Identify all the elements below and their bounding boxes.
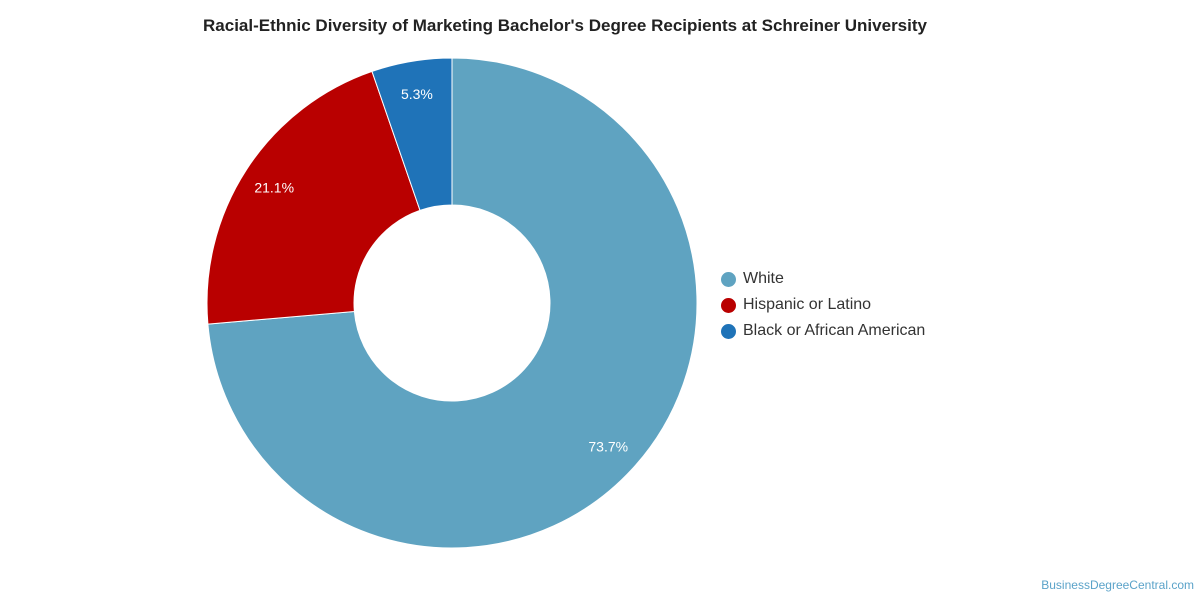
legend-label: White <box>743 270 784 287</box>
donut-slice-0 <box>207 57 698 549</box>
chart-title: Racial-Ethnic Diversity of Marketing Bac… <box>203 16 927 35</box>
donut-slices <box>206 57 698 549</box>
legend-label: Black or African American <box>743 322 926 339</box>
legend-swatch-icon <box>721 323 736 339</box>
legend-label: Hispanic or Latino <box>743 296 872 313</box>
legend-item-0[interactable]: White <box>721 266 925 292</box>
legend-swatch-icon <box>721 297 736 313</box>
chart-legend: White Hispanic or Latino Black or African … <box>721 266 925 344</box>
legend-swatch-icon <box>721 271 736 287</box>
slice-label-0: 73.7% <box>588 438 628 454</box>
donut-slice-labels: 73.7% 21.1% 5.3% <box>254 86 628 454</box>
legend-item-2[interactable]: Black or African American <box>721 318 925 344</box>
donut-slice-1 <box>206 70 421 325</box>
legend-item-1[interactable]: Hispanic or Latino <box>721 292 925 318</box>
slice-label-2: 5.3% <box>401 86 433 102</box>
slice-label-1: 21.1% <box>254 180 294 196</box>
donut-slice-2 <box>371 57 453 212</box>
watermark: BusinessDegreeCentral.com <box>1041 578 1194 592</box>
